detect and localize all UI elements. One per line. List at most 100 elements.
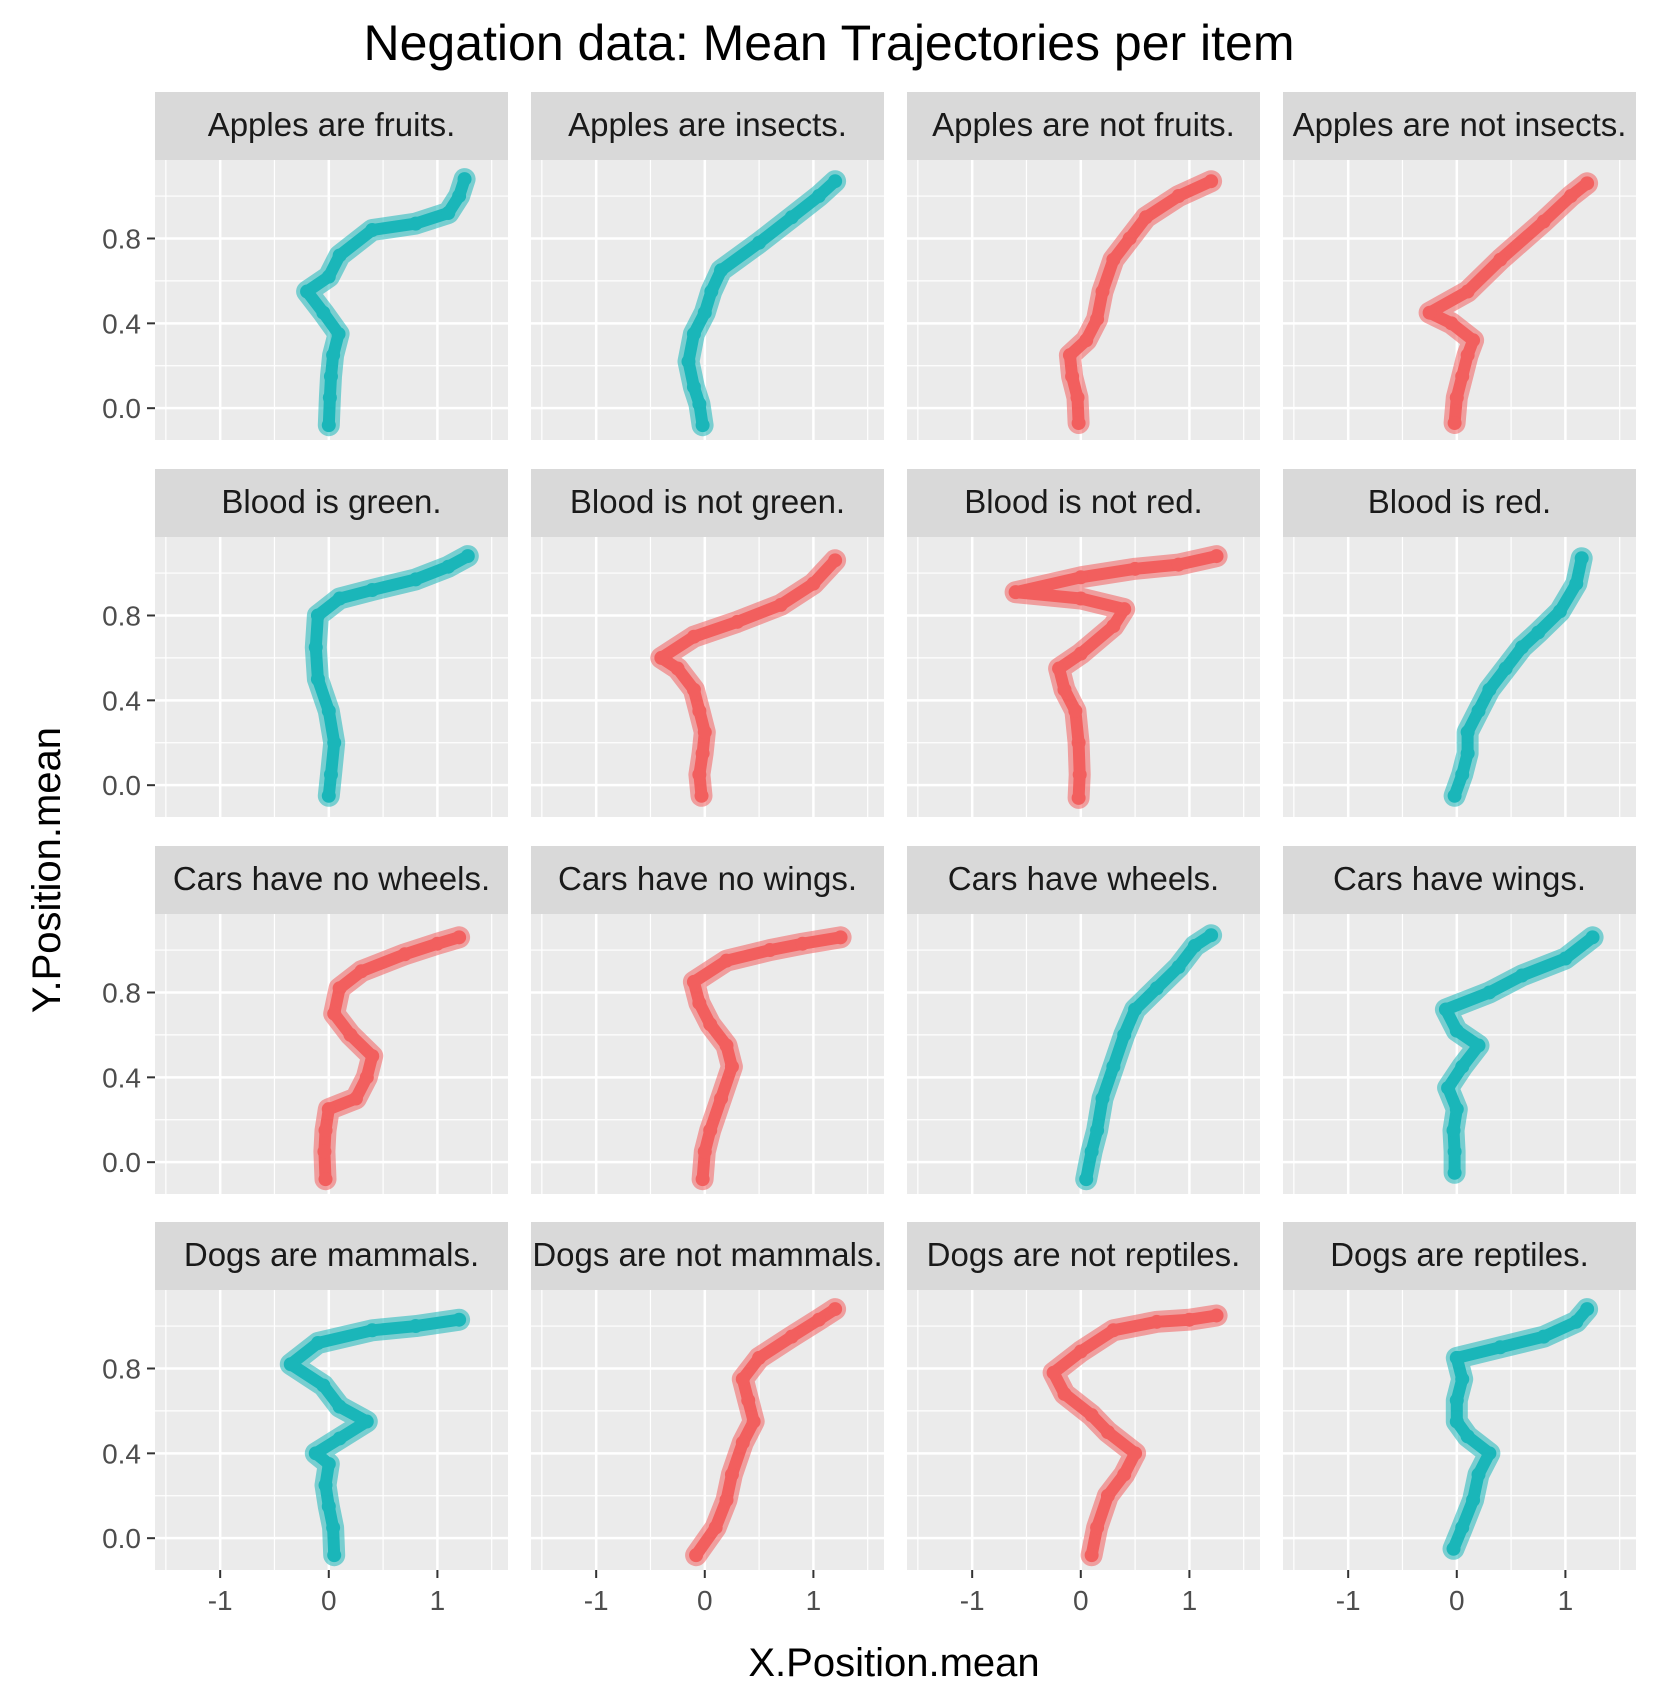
plot-panel xyxy=(907,1290,1260,1570)
trajectory-point xyxy=(321,418,336,433)
trajectory-point xyxy=(752,1350,767,1365)
trajectory-point xyxy=(1447,1165,1462,1180)
trajectory-point xyxy=(1073,570,1088,585)
facet-panel: Blood is red. xyxy=(1283,469,1636,817)
trajectory-point xyxy=(318,1123,333,1138)
facet-panel: Blood is green. 0.0 0.4 0.8 xyxy=(102,469,508,817)
trajectory-point xyxy=(310,608,325,623)
facet-label: Apples are not fruits. xyxy=(932,106,1235,143)
trajectory-point xyxy=(1073,646,1088,661)
trajectory-point xyxy=(354,964,369,979)
trajectory-point xyxy=(795,936,810,951)
trajectory-point xyxy=(321,788,336,803)
trajectory-point xyxy=(686,682,701,697)
facet-label: Cars have wings. xyxy=(1333,860,1586,897)
y-tick-label: 0.8 xyxy=(102,977,141,1008)
facet-label: Dogs are mammals. xyxy=(184,1236,479,1273)
trajectory-point xyxy=(1071,735,1086,750)
trajectory-point xyxy=(703,1123,718,1138)
trajectory-point xyxy=(1422,305,1437,320)
trajectory-point xyxy=(735,1372,750,1387)
trajectory-point xyxy=(762,943,777,958)
trajectory-point xyxy=(1446,1123,1461,1138)
trajectory-point xyxy=(1455,369,1470,384)
trajectory-point xyxy=(1482,985,1497,1000)
trajectory-point xyxy=(331,326,346,341)
facet-label: Blood is not red. xyxy=(964,483,1202,520)
trajectory-point xyxy=(1095,1091,1110,1106)
trajectory-point xyxy=(1558,951,1573,966)
trajectory-point xyxy=(1493,252,1508,267)
trajectory-point xyxy=(1455,1372,1470,1387)
trajectory-point xyxy=(1460,1429,1475,1444)
trajectory-point xyxy=(1466,333,1481,348)
trajectory-point xyxy=(300,284,315,299)
trajectory-point xyxy=(323,767,338,782)
trajectory-point xyxy=(695,418,710,433)
trajectory-point xyxy=(1569,576,1584,591)
trajectory-point xyxy=(321,1456,336,1471)
trajectory-point xyxy=(695,1172,710,1187)
chart-title: Negation data: Mean Trajectories per ite… xyxy=(363,15,1294,71)
trajectory-point xyxy=(408,216,423,231)
trajectory-point xyxy=(1106,1323,1121,1338)
trajectory-point xyxy=(719,1038,734,1053)
trajectory-point xyxy=(1514,968,1529,983)
facet-strip xyxy=(531,846,884,914)
trajectory-point xyxy=(1046,1365,1061,1380)
trajectory-point xyxy=(1062,348,1077,363)
trajectory-point xyxy=(1090,1520,1105,1535)
trajectory-point xyxy=(1008,585,1023,600)
trajectory-point xyxy=(1471,1038,1486,1053)
x-tick-label: 1 xyxy=(430,1585,446,1616)
trajectory-point xyxy=(752,235,767,250)
trajectory-point xyxy=(735,1435,750,1450)
facet-label: Blood is green. xyxy=(221,483,441,520)
trajectory-point xyxy=(1117,602,1132,617)
trajectory-point xyxy=(1084,1144,1099,1159)
trajectory-point xyxy=(1106,252,1121,267)
trajectory-point xyxy=(332,1399,347,1414)
trajectory-point xyxy=(1444,316,1459,331)
trajectory-point xyxy=(1106,1059,1121,1074)
trajectory-point xyxy=(327,1548,342,1563)
trajectory-point xyxy=(1580,176,1595,191)
trajectory-point xyxy=(1493,1340,1508,1355)
y-tick-label: 0.0 xyxy=(102,1523,141,1554)
trajectory-point xyxy=(323,369,338,384)
facet-panel: Apples are not insects. xyxy=(1283,92,1636,440)
facet-label: Apples are fruits. xyxy=(208,106,456,143)
trajectory-point xyxy=(430,936,445,951)
facet-panel: Blood is not red. xyxy=(907,469,1260,817)
trajectory-point xyxy=(460,549,475,564)
trajectory-point xyxy=(784,210,799,225)
trajectory-point xyxy=(1460,284,1475,299)
trajectory-point xyxy=(1574,551,1589,566)
trajectory-point xyxy=(1563,189,1578,204)
trajectory-point xyxy=(1084,1548,1099,1563)
trajectory-point xyxy=(654,650,669,665)
trajectory-point xyxy=(359,1414,374,1429)
trajectory-point xyxy=(1585,930,1600,945)
trajectory-point xyxy=(1536,1329,1551,1344)
trajectory-point xyxy=(1187,938,1202,953)
trajectory-point xyxy=(773,597,788,612)
trajectory-point xyxy=(1460,348,1475,363)
trajectory-point xyxy=(1171,189,1186,204)
x-tick-label: 1 xyxy=(1182,1585,1198,1616)
trajectory-point xyxy=(1209,549,1224,564)
trajectory-point xyxy=(714,1091,729,1106)
facet-label: Blood is not green. xyxy=(570,483,845,520)
trajectory-point xyxy=(1466,1493,1481,1507)
trajectory-point xyxy=(1071,416,1086,431)
trajectory-point xyxy=(1095,284,1110,299)
trajectory-point xyxy=(697,725,712,740)
trajectory-point xyxy=(321,269,336,284)
facet-label: Cars have no wheels. xyxy=(173,860,490,897)
trajectory-point xyxy=(332,591,347,606)
trajectory-point xyxy=(452,930,467,945)
facet-panel: Apples are fruits. 0.0 0.4 0.8 xyxy=(102,92,508,440)
facet-strip xyxy=(907,92,1260,160)
trajectory-point xyxy=(1580,1302,1595,1317)
